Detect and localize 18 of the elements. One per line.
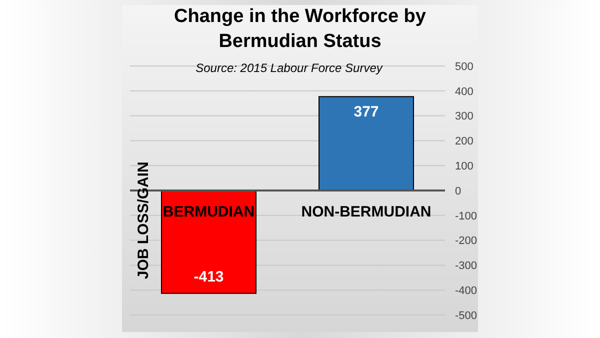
annotation: Source: 2015 Labour Force Survey	[196, 61, 384, 75]
chart-title: Change in the Workforce by Bermudian Status	[174, 6, 426, 52]
y-tick-label: 300	[455, 110, 474, 123]
y-tick-label: -300	[455, 260, 478, 272]
x-tick-label: BERMUDIAN	[162, 204, 255, 220]
data-label: 377	[354, 104, 379, 121]
y-tick-label: 0	[455, 185, 462, 198]
y-tick-label: -200	[455, 235, 478, 248]
y-tick-label: 500	[455, 60, 474, 73]
y-axis-title: JOB LOSS/GAIN	[135, 162, 152, 280]
data-label: -413	[194, 268, 224, 286]
y-tick-label: 200	[455, 136, 474, 148]
y-tick-label: -400	[455, 284, 478, 297]
y-tick-label: -100	[455, 210, 478, 222]
x-tick-label: NON-BERMUDIAN	[301, 204, 432, 220]
y-tick-label: 100	[455, 160, 474, 172]
y-tick-label: -500	[455, 310, 478, 322]
y-tick-label: 400	[455, 86, 474, 98]
